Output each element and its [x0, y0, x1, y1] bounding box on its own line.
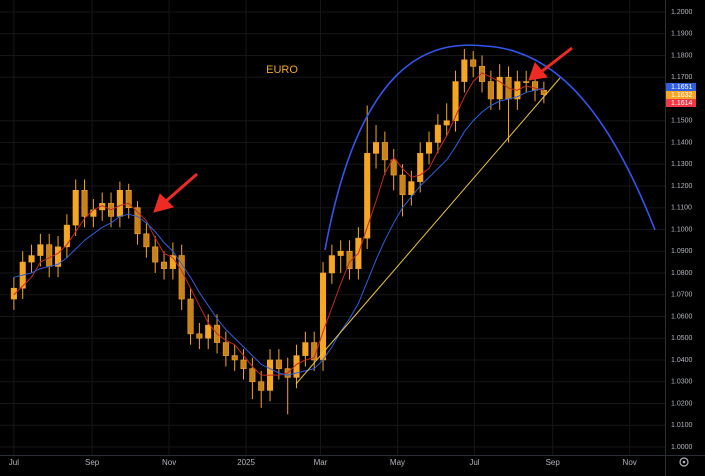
x-tick-label: Nov: [162, 458, 176, 467]
x-tick-label: Jul: [9, 458, 19, 467]
price-label: 1.1651: [671, 84, 693, 91]
arrow: [528, 46, 573, 81]
candle-body: [372, 142, 380, 154]
candle-body: [443, 120, 450, 126]
candle-body: [222, 342, 229, 356]
candle-body: [408, 181, 415, 195]
y-tick-label: 1.0000: [671, 444, 693, 451]
x-tick-label: Nov: [623, 458, 637, 467]
candle-body: [10, 287, 17, 300]
candle-body: [161, 261, 168, 269]
candle-body: [116, 190, 123, 217]
y-tick-label: 1.1500: [671, 118, 693, 125]
candle-body: [275, 359, 282, 369]
candle-body: [452, 81, 459, 122]
y-tick-label: 1.2000: [671, 9, 693, 16]
candle-body: [399, 174, 406, 195]
candle-body: [319, 272, 327, 361]
candle-body: [381, 142, 388, 161]
candle-body: [196, 333, 203, 339]
candle-body: [540, 89, 547, 95]
y-tick-label: 1.1800: [671, 52, 693, 59]
candle-body: [72, 190, 79, 226]
candle-body: [125, 190, 132, 209]
candle-body: [523, 81, 530, 83]
price-label-box: [666, 83, 696, 91]
candle-body: [81, 190, 88, 217]
chart-title: EURO: [266, 64, 298, 76]
candle-body: [328, 255, 335, 274]
y-tick-label: 1.1000: [671, 226, 693, 233]
candle-body: [37, 244, 44, 256]
candle-body: [258, 381, 265, 391]
candle-body: [178, 255, 185, 300]
candle-body: [134, 207, 141, 235]
candle-body: [496, 76, 503, 100]
arrow: [153, 172, 198, 213]
y-tick-label: 1.1900: [671, 31, 693, 38]
candle-body: [461, 59, 468, 82]
candle-body: [417, 153, 424, 182]
candle-body: [187, 298, 194, 335]
price-label: 1.1632: [671, 92, 693, 99]
y-tick-label: 1.0600: [671, 313, 693, 320]
candle-body: [302, 342, 309, 356]
candle-body: [240, 359, 247, 369]
candle-body: [231, 355, 238, 361]
y-tick-label: 1.1100: [671, 205, 692, 212]
price-label: 1.1614: [671, 100, 693, 107]
settings-icon[interactable]: [679, 457, 689, 467]
candle-body: [205, 324, 212, 339]
candle-body: [143, 233, 150, 248]
candle-body: [46, 244, 53, 267]
y-tick-label: 1.0400: [671, 357, 693, 364]
y-tick-label: 1.0500: [671, 335, 693, 342]
x-tick-label: Sep: [546, 458, 561, 467]
x-tick-label: Jul: [469, 458, 479, 467]
y-tick-label: 1.1200: [671, 183, 693, 190]
candle-body: [311, 342, 318, 361]
candle-body: [55, 246, 62, 267]
y-tick-label: 1.0200: [671, 400, 693, 407]
candle-body: [364, 153, 371, 239]
price-label-box: [666, 91, 696, 99]
x-tick-label: Sep: [85, 458, 100, 467]
candle-body: [434, 124, 441, 143]
candle-body: [152, 246, 159, 263]
candle-body: [63, 224, 70, 248]
y-tick-label: 1.0100: [671, 422, 693, 429]
x-tick-label: 2025: [237, 458, 255, 467]
arc-drawing: [324, 44, 656, 251]
y-tick-label: 1.0300: [671, 379, 693, 386]
x-tick-label: May: [390, 458, 405, 467]
candle-body: [470, 59, 477, 67]
moving-average: [13, 72, 544, 376]
trend-line: [295, 77, 561, 385]
candle-body: [337, 250, 344, 256]
candle-body: [425, 142, 433, 154]
candle-body: [390, 159, 397, 176]
candle-body: [487, 81, 494, 100]
y-tick-label: 1.1400: [671, 139, 693, 146]
y-tick-label: 1.0900: [671, 248, 693, 255]
candle-body: [249, 368, 256, 383]
candle-body: [28, 255, 35, 263]
y-tick-label: 1.1700: [671, 74, 693, 81]
y-tick-label: 1.0700: [671, 292, 693, 299]
y-tick-label: 1.0800: [671, 270, 693, 277]
plot-area: [10, 48, 547, 415]
price-label-box: [666, 99, 696, 107]
candle-body: [90, 209, 97, 217]
moving-average: [13, 87, 544, 376]
x-tick-label: Mar: [314, 458, 328, 467]
y-tick-label: 1.1300: [671, 161, 693, 168]
